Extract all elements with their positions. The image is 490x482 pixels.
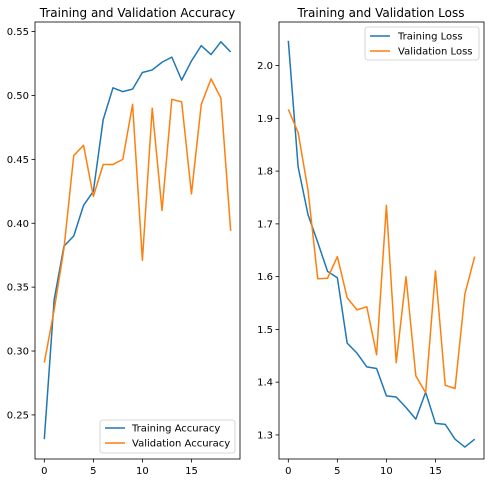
accuracy-x-tick-label: 15 [185, 466, 198, 477]
loss-y-tick-label: 1.4 [257, 378, 273, 389]
loss-series-group [287, 40, 476, 448]
accuracy-tick-group: 0 5 10 15 0.25 0.30 0.35 0.40 0.45 0.50 0.55 [7, 27, 198, 477]
accuracy-x-tick-label: 5 [90, 466, 96, 477]
accuracy-y-tick-label: 0.25 [7, 410, 29, 421]
loss-x-tick-label: 15 [429, 466, 442, 477]
loss-legend: Training Loss Validation Loss [364, 26, 480, 61]
accuracy-x-tick-label: 0 [41, 466, 47, 477]
loss-x-tick-label: 5 [334, 466, 340, 477]
loss-tick-group: 0 5 10 15 1.3 1.4 1.5 1.6 1.7 1.8 1.9 2.0 [257, 61, 442, 477]
accuracy-y-tick-label: 0.45 [7, 155, 29, 166]
accuracy-series-group [43, 41, 232, 440]
validation-accuracy-line [43, 78, 232, 363]
accuracy-y-tick-label: 0.55 [7, 27, 29, 38]
legend-validation-accuracy-label: Validation Accuracy [132, 439, 230, 450]
training-loss-line [287, 40, 476, 448]
loss-y-tick-label: 1.9 [257, 114, 273, 125]
loss-y-tick-label: 1.3 [257, 430, 273, 441]
accuracy-y-tick-label: 0.30 [7, 347, 29, 358]
loss-y-tick-label: 2.0 [257, 61, 273, 72]
loss-legend-box [364, 26, 480, 61]
loss-chart-title: Training and Validation Loss [297, 6, 465, 20]
loss-chart: Training and Validation Loss 0 5 10 15 1.3 1.… [257, 6, 485, 477]
legend-training-accuracy-label: Training Accuracy [131, 424, 220, 435]
accuracy-y-tick-label: 0.40 [7, 219, 29, 230]
accuracy-legend-box [99, 419, 236, 454]
accuracy-chart-title: Training and Validation Accuracy [39, 6, 235, 20]
legend-validation-loss-label: Validation Loss [398, 47, 473, 58]
loss-x-tick-label: 10 [380, 466, 393, 477]
loss-y-tick-label: 1.5 [257, 325, 273, 336]
legend-training-loss-label: Training Loss [397, 32, 463, 43]
loss-y-tick-label: 1.6 [257, 272, 273, 283]
training-accuracy-line [43, 41, 232, 440]
accuracy-plot-frame [34, 21, 241, 460]
validation-loss-line [287, 109, 476, 394]
accuracy-chart: Training and Validation Accuracy 0 5 10 150… [7, 6, 241, 477]
accuracy-y-tick-label: 0.50 [7, 91, 29, 102]
loss-y-tick-label: 1.8 [257, 167, 273, 178]
accuracy-x-tick-label: 10 [136, 466, 149, 477]
accuracy-y-tick-label: 0.35 [7, 283, 29, 294]
loss-x-tick-label: 0 [285, 466, 291, 477]
accuracy-legend: Training Accuracy Validation Accuracy [99, 419, 236, 454]
loss-plot-frame [278, 21, 485, 460]
loss-y-tick-label: 1.7 [257, 219, 273, 230]
